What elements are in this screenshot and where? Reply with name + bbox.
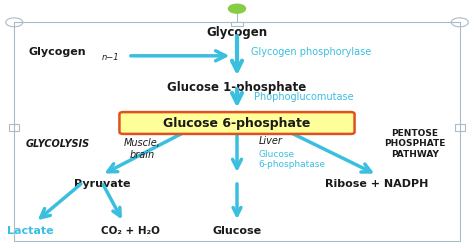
Text: Liver: Liver xyxy=(258,136,282,146)
Text: CO₂ + H₂O: CO₂ + H₂O xyxy=(101,226,160,236)
FancyBboxPatch shape xyxy=(231,22,243,26)
Text: Muscle,
brain: Muscle, brain xyxy=(124,138,161,160)
Text: PENTOSE
PHOSPHATE
PATHWAY: PENTOSE PHOSPHATE PATHWAY xyxy=(384,129,446,159)
Text: n−1: n−1 xyxy=(102,53,119,62)
Text: Glucose: Glucose xyxy=(212,226,262,236)
Text: Glucose
6-phosphatase: Glucose 6-phosphatase xyxy=(258,150,325,169)
Text: Pyruvate: Pyruvate xyxy=(73,179,130,188)
Text: GLYCOLYSIS: GLYCOLYSIS xyxy=(26,139,90,149)
Circle shape xyxy=(228,4,246,13)
Text: Glucose 1-phosphate: Glucose 1-phosphate xyxy=(167,81,307,93)
Text: Glycogen phosphorylase: Glycogen phosphorylase xyxy=(251,47,372,57)
Text: Ribose + NADPH: Ribose + NADPH xyxy=(325,179,428,188)
Text: Glycogen: Glycogen xyxy=(207,26,267,39)
Text: Lactate: Lactate xyxy=(8,226,54,236)
FancyBboxPatch shape xyxy=(119,112,355,134)
Text: Phophoglucomutase: Phophoglucomutase xyxy=(254,92,353,102)
Text: Glycogen: Glycogen xyxy=(28,47,86,57)
Text: Glucose 6-phosphate: Glucose 6-phosphate xyxy=(164,117,310,129)
